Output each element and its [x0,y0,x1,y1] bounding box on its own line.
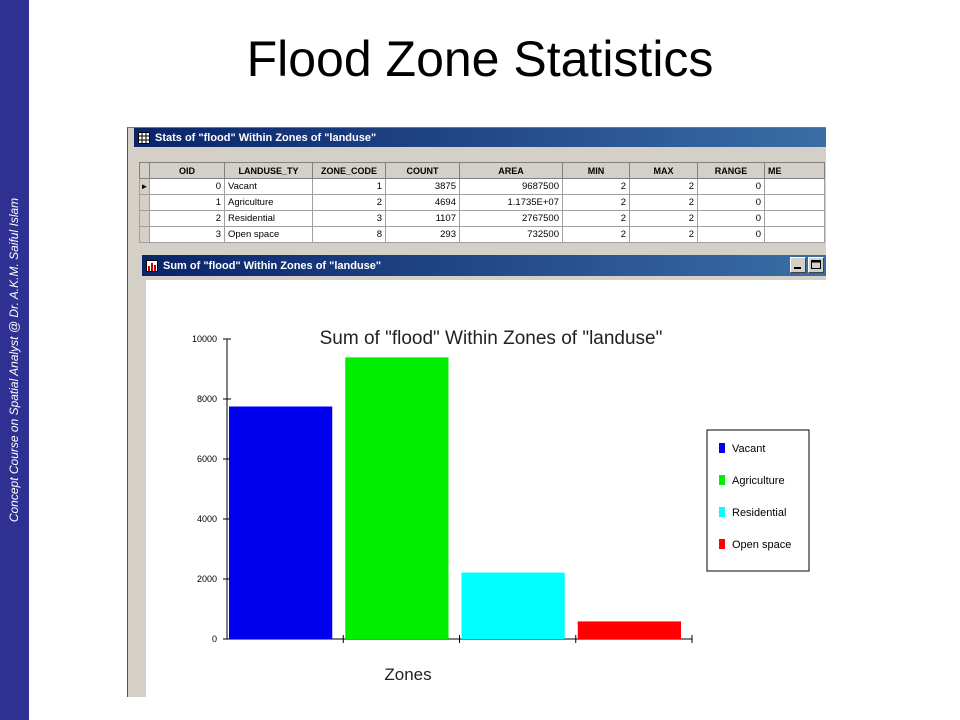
y-tick-label: 10000 [192,334,217,344]
bar-open-space [577,621,681,639]
table-cell[interactable]: 2 [149,210,225,227]
stats-table: OID LANDUSE_TY ZONE_CODE COUNT AREA MIN … [139,162,825,243]
stats-window-titlebar[interactable]: Stats of "flood" Within Zones of "landus… [134,128,826,147]
table-icon [138,131,150,144]
table-cell[interactable]: Residential [224,210,313,227]
table-cell[interactable]: 2 [629,194,698,211]
bar-chart: Sum of "flood" Within Zones of "landuse"… [192,328,810,684]
minimize-button[interactable] [790,257,806,273]
legend-label: Vacant [732,443,765,455]
y-tick-label: 0 [212,634,217,644]
slide-sidebar: Concept Course on Spatial Analyst @ Dr. … [0,0,29,720]
table-cell[interactable]: 0 [697,194,765,211]
course-caption: Concept Course on Spatial Analyst @ Dr. … [7,197,21,523]
table-cell[interactable]: 0 [697,226,765,243]
table-cell[interactable]: Vacant [224,178,313,195]
table-cell[interactable]: 2767500 [459,210,563,227]
table-cell[interactable]: 1107 [385,210,460,227]
x-axis-label: Zones [384,665,431,684]
table-cell[interactable]: 0 [697,210,765,227]
table-cell[interactable]: 2 [629,226,698,243]
legend-label: Residential [732,507,786,519]
table-cell[interactable]: 9687500 [459,178,563,195]
column-header[interactable]: ZONE_CODE [312,162,386,179]
chart-window-titlebar[interactable]: Sum of "flood" Within Zones of "landuse" [142,255,826,276]
y-tick-label: 4000 [197,514,217,524]
table-cell[interactable]: 1.1735E+07 [459,194,563,211]
column-header[interactable]: ME [764,162,825,179]
table-cell[interactable]: 732500 [459,226,563,243]
table-cell[interactable]: 1 [312,178,386,195]
column-header[interactable]: OID [149,162,225,179]
column-header[interactable]: MIN [562,162,630,179]
table-cell[interactable]: 3 [312,210,386,227]
arcmap-screenshot: Stats of "flood" Within Zones of "landus… [127,127,826,697]
table-row[interactable]: ► 0 Vacant 1 3875 9687500 2 2 0 [139,178,825,195]
table-cell[interactable]: Open space [224,226,313,243]
table-cell[interactable]: 2 [562,178,630,195]
table-cell[interactable]: 2 [562,210,630,227]
table-cell[interactable]: 0 [697,178,765,195]
table-cell[interactable] [764,226,825,243]
table-cell[interactable]: 8 [312,226,386,243]
stats-window: Stats of "flood" Within Zones of "landus… [134,128,826,371]
table-cell[interactable]: 0 [149,178,225,195]
bar-vacant [229,406,333,639]
legend-swatch [719,507,725,517]
table-cell[interactable]: 3875 [385,178,460,195]
slide-title: Flood Zone Statistics [246,31,714,87]
chart-window: Sum of "flood" Within Zones of "landuse"… [142,255,826,697]
column-header[interactable]: COUNT [385,162,460,179]
legend-swatch [719,475,725,485]
row-selector[interactable] [139,210,150,227]
chart-window-title: Sum of "flood" Within Zones of "landuse" [163,259,382,272]
table-cell[interactable]: 4694 [385,194,460,211]
table-cell[interactable]: 293 [385,226,460,243]
table-cell[interactable] [764,178,825,195]
bar-agriculture [345,357,449,639]
column-header[interactable]: LANDUSE_TY [224,162,313,179]
table-row[interactable]: 3 Open space 8 293 732500 2 2 0 [139,226,825,243]
legend-swatch [719,443,725,453]
bar-residential [461,572,565,639]
y-tick-label: 6000 [197,454,217,464]
table-row[interactable]: 1 Agriculture 2 4694 1.1735E+07 2 2 0 [139,194,825,211]
stats-table-container: OID LANDUSE_TY ZONE_CODE COUNT AREA MIN … [139,162,825,243]
maximize-button[interactable] [808,257,824,273]
chart-title: Sum of "flood" Within Zones of "landuse" [320,328,663,349]
stats-window-title: Stats of "flood" Within Zones of "landus… [155,131,377,144]
row-selector[interactable] [139,226,150,243]
table-cell[interactable]: 2 [312,194,386,211]
table-cell[interactable] [764,210,825,227]
window-controls [790,257,824,273]
table-cell[interactable]: 2 [629,210,698,227]
table-cell[interactable]: 2 [562,194,630,211]
table-cell[interactable]: 3 [149,226,225,243]
table-cell[interactable]: 2 [629,178,698,195]
legend-label: Open space [732,539,791,551]
table-cell[interactable] [764,194,825,211]
legend-swatch [719,539,725,549]
chart-area: Sum of "flood" Within Zones of "landuse"… [146,280,826,697]
legend-label: Agriculture [732,475,785,487]
table-cell[interactable]: Agriculture [224,194,313,211]
table-row[interactable]: 2 Residential 3 1107 2767500 2 2 0 [139,210,825,227]
column-header[interactable]: MAX [629,162,698,179]
column-header[interactable]: AREA [459,162,563,179]
table-header-row: OID LANDUSE_TY ZONE_CODE COUNT AREA MIN … [139,162,825,179]
table-cell[interactable]: 1 [149,194,225,211]
column-header[interactable]: RANGE [697,162,765,179]
table-cell[interactable]: 2 [562,226,630,243]
y-tick-label: 8000 [197,394,217,404]
row-selector-header[interactable] [139,162,150,179]
current-row-marker[interactable]: ► [139,178,150,195]
chart-window-icon [146,259,158,272]
y-tick-label: 2000 [197,574,217,584]
row-selector[interactable] [139,194,150,211]
